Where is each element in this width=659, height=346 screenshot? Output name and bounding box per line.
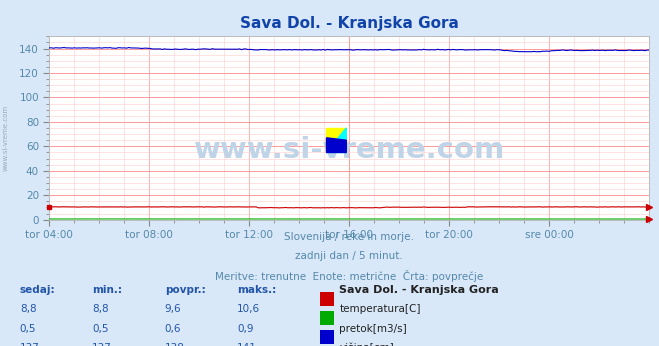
Text: zadnji dan / 5 minut.: zadnji dan / 5 minut. (295, 251, 403, 261)
Text: 137: 137 (92, 343, 112, 346)
Polygon shape (326, 128, 346, 153)
Text: 138: 138 (165, 343, 185, 346)
Text: 10,6: 10,6 (237, 304, 260, 315)
Text: www.si-vreme.com: www.si-vreme.com (2, 105, 9, 172)
Text: Sava Dol. - Kranjska Gora: Sava Dol. - Kranjska Gora (240, 16, 459, 30)
Text: 0,5: 0,5 (92, 324, 109, 334)
Text: www.si-vreme.com: www.si-vreme.com (194, 136, 505, 164)
Polygon shape (326, 128, 346, 153)
Text: maks.:: maks.: (237, 285, 277, 295)
Text: 141: 141 (237, 343, 257, 346)
Text: min.:: min.: (92, 285, 123, 295)
Text: povpr.:: povpr.: (165, 285, 206, 295)
Text: pretok[m3/s]: pretok[m3/s] (339, 324, 407, 334)
Text: Slovenija / reke in morje.: Slovenija / reke in morje. (284, 232, 415, 242)
Text: 9,6: 9,6 (165, 304, 181, 315)
Text: 0,9: 0,9 (237, 324, 254, 334)
Text: Sava Dol. - Kranjska Gora: Sava Dol. - Kranjska Gora (339, 285, 499, 295)
Text: višina[cm]: višina[cm] (339, 343, 394, 346)
Text: 0,5: 0,5 (20, 324, 36, 334)
Polygon shape (326, 138, 346, 153)
Text: 8,8: 8,8 (92, 304, 109, 315)
Text: sedaj:: sedaj: (20, 285, 55, 295)
Text: 0,6: 0,6 (165, 324, 181, 334)
Text: 8,8: 8,8 (20, 304, 36, 315)
Text: temperatura[C]: temperatura[C] (339, 304, 421, 315)
Text: Meritve: trenutne  Enote: metrične  Črta: povprečje: Meritve: trenutne Enote: metrične Črta: … (215, 270, 484, 282)
Text: 137: 137 (20, 343, 40, 346)
